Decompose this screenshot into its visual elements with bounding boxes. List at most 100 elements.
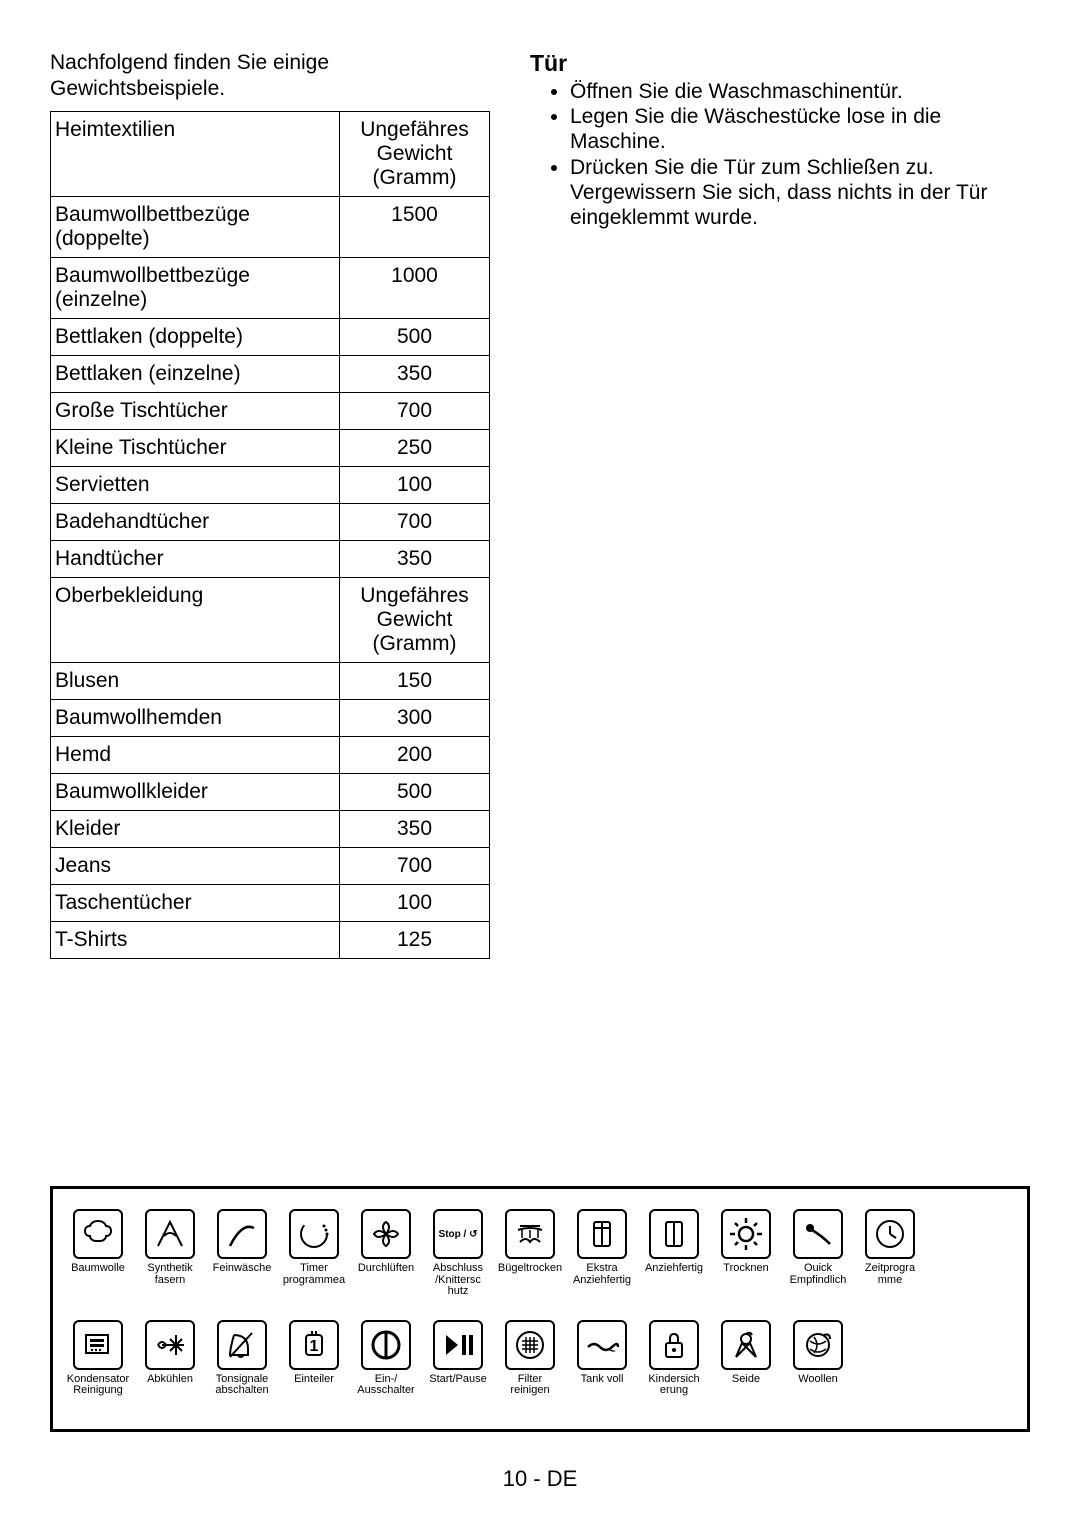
door-list-item: Drücken Sie die Tür zum Schließen zu. Ve… (570, 155, 1030, 231)
filter-cell: Filter reinigen (497, 1320, 563, 1397)
extra-label: Ekstra Anziehfertig (569, 1263, 635, 1286)
filter-label: Filter reinigen (497, 1374, 563, 1397)
silk-cell: Seide (713, 1320, 779, 1397)
table-cell-name: Jeans (51, 848, 340, 885)
th-weight2: UngefähresGewicht(Gramm) (340, 577, 490, 662)
childlock-label: Kindersich erung (641, 1374, 707, 1397)
condenser-icon (73, 1320, 123, 1370)
quick-cell: Ouick Empfindlich (785, 1209, 851, 1298)
timer-cell: Timer programmea (281, 1209, 347, 1298)
childlock-icon (649, 1320, 699, 1370)
page-number: 10 - DE (0, 1466, 1080, 1492)
delicate-label: Feinwäsche (213, 1263, 272, 1275)
tankfull-label: Tank voll (581, 1374, 624, 1386)
startpause-label: Start/Pause (429, 1374, 486, 1386)
divider-icon: 1 (289, 1320, 339, 1370)
woollen-icon (793, 1320, 843, 1370)
door-list-item: Legen Sie die Wäschestücke lose in die M… (570, 104, 1030, 154)
extra-cell: Ekstra Anziehfertig (569, 1209, 635, 1298)
table-cell-value: 350 (340, 540, 490, 577)
weights-table: Heimtextilien UngefähresGewicht(Gramm) B… (50, 111, 490, 960)
th-weight1: UngefähresGewicht(Gramm) (340, 111, 490, 196)
control-panel: BaumwolleSynthetik fasernFeinwäscheTimer… (50, 1186, 1030, 1432)
table-cell-name: Taschentücher (51, 885, 340, 922)
buzzer-label: Tonsignale abschalten (209, 1374, 275, 1397)
door-title: Tür (530, 50, 1030, 77)
table-cell-name: T-Shirts (51, 922, 340, 959)
table-cell-name: Große Tischtücher (51, 392, 340, 429)
table-cell-name: Kleine Tischtücher (51, 429, 340, 466)
irondrv-label: Bügeltrocken (498, 1263, 562, 1275)
table-cell-value: 500 (340, 318, 490, 355)
ready-icon (649, 1209, 699, 1259)
timeprog-cell: Zeitprogra mme (857, 1209, 923, 1298)
table-cell-value: 300 (340, 700, 490, 737)
stop-label: Abschluss /Knittersc hutz (425, 1263, 491, 1298)
ready-cell: Anziehfertig (641, 1209, 707, 1298)
table-cell-value: 150 (340, 663, 490, 700)
airing-label: Durchlüften (358, 1263, 414, 1275)
table-cell-value: 700 (340, 503, 490, 540)
synthetic-cell: Synthetik fasern (137, 1209, 203, 1298)
cooldown-label: Abkühlen (147, 1374, 193, 1386)
table-cell-name: Baumwollhemden (51, 700, 340, 737)
table-cell-value: 350 (340, 355, 490, 392)
table-cell-name: Badehandtücher (51, 503, 340, 540)
table-cell-value: 700 (340, 392, 490, 429)
table-cell-name: Handtücher (51, 540, 340, 577)
table-cell-name: Servietten (51, 466, 340, 503)
timer-icon (289, 1209, 339, 1259)
table-cell-name: Bettlaken (doppelte) (51, 318, 340, 355)
timer-label: Timer programmea (281, 1263, 347, 1286)
table-cell-name: Baumwollkleider (51, 774, 340, 811)
timeprog-icon (865, 1209, 915, 1259)
quick-icon (793, 1209, 843, 1259)
irondrv-cell: Bügeltrocken (497, 1209, 563, 1298)
childlock-cell: Kindersich erung (641, 1320, 707, 1397)
onoff-icon (361, 1320, 411, 1370)
onoff-cell: Ein-/ Ausschalter (353, 1320, 419, 1397)
buzzer-icon (217, 1320, 267, 1370)
condenser-cell: Kondensator Reinigung (65, 1320, 131, 1397)
startpause-icon (433, 1320, 483, 1370)
dry-icon (721, 1209, 771, 1259)
table-cell-name: Bettlaken (einzelne) (51, 355, 340, 392)
silk-icon (721, 1320, 771, 1370)
timeprog-label: Zeitprogra mme (857, 1263, 923, 1286)
dry-label: Trocknen (723, 1263, 768, 1275)
quick-label: Ouick Empfindlich (785, 1263, 851, 1286)
divider-label: Einteiler (294, 1374, 334, 1386)
divider-cell: 1 Einteiler (281, 1320, 347, 1397)
door-list-item: Öffnen Sie die Waschmaschinentür. (570, 79, 1030, 104)
airing-cell: Durchlüften (353, 1209, 419, 1298)
woollen-label: Woollen (798, 1374, 838, 1386)
cooldown-icon (145, 1320, 195, 1370)
onoff-label: Ein-/ Ausschalter (353, 1374, 419, 1397)
buzzer-cell: Tonsignale abschalten (209, 1320, 275, 1397)
table-cell-value: 250 (340, 429, 490, 466)
table-cell-name: Baumwollbettbezüge (einzelne) (51, 257, 340, 318)
tankfull-icon (577, 1320, 627, 1370)
table-cell-value: 100 (340, 466, 490, 503)
table-cell-value: 125 (340, 922, 490, 959)
condenser-label: Kondensator Reinigung (65, 1374, 131, 1397)
delicate-icon (217, 1209, 267, 1259)
table-cell-name: Hemd (51, 737, 340, 774)
airing-icon (361, 1209, 411, 1259)
cotton-icon (73, 1209, 123, 1259)
intro-text: Nachfolgend finden Sie einige Gewichtsbe… (50, 50, 490, 103)
table-cell-name: Kleider (51, 811, 340, 848)
ready-label: Anziehfertig (645, 1263, 703, 1275)
synthetic-icon (145, 1209, 195, 1259)
table-cell-name: Baumwollbettbezüge (doppelte) (51, 196, 340, 257)
door-list: Öffnen Sie die Waschmaschinentür.Legen S… (530, 79, 1030, 230)
table-cell-value: 350 (340, 811, 490, 848)
stop-icon: Stop / ↺ (433, 1209, 483, 1259)
stop-cell: Stop / ↺ Abschluss /Knittersc hutz (425, 1209, 491, 1298)
startpause-cell: Start/Pause (425, 1320, 491, 1397)
table-cell-value: 100 (340, 885, 490, 922)
table-cell-value: 500 (340, 774, 490, 811)
woollen-cell: Woollen (785, 1320, 851, 1397)
th-oberbekleidung: Oberbekleidung (51, 577, 340, 662)
silk-label: Seide (732, 1374, 760, 1386)
